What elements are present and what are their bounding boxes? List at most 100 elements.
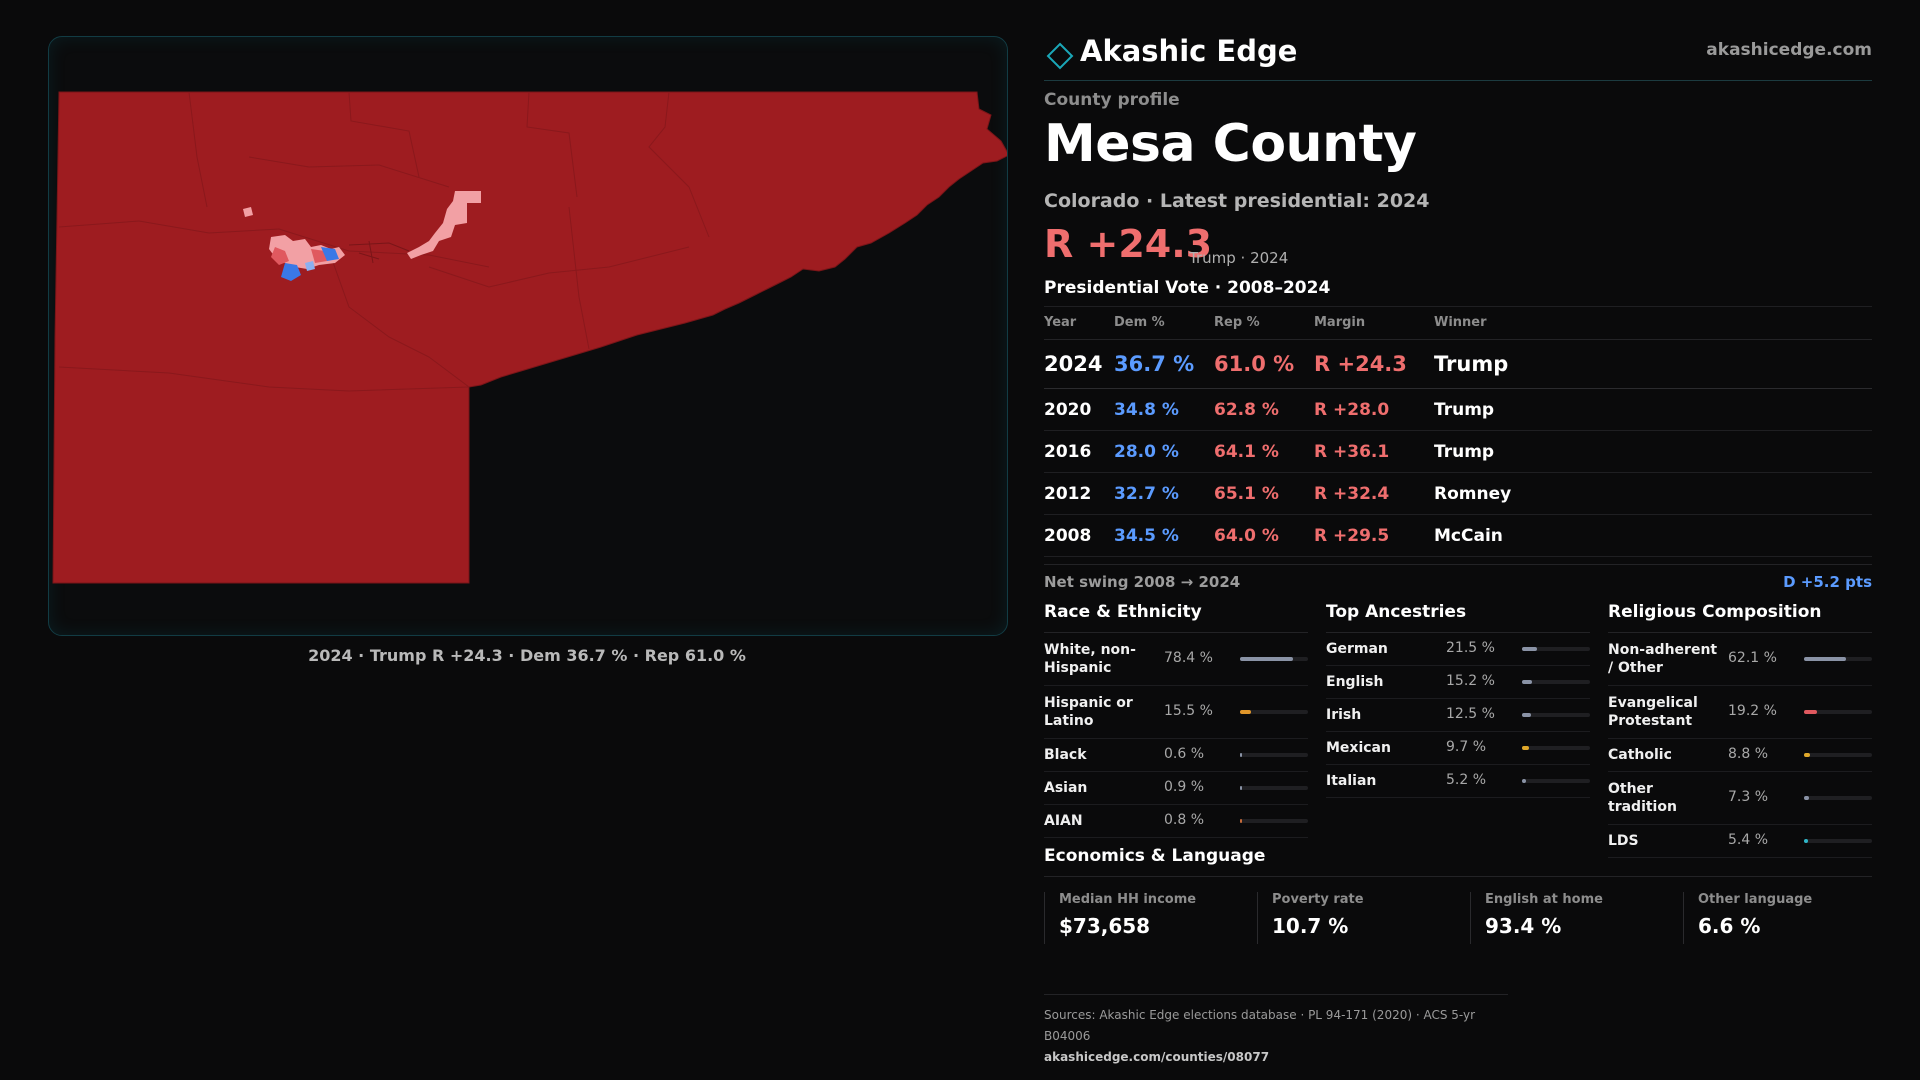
item-label: AIAN: [1044, 813, 1083, 829]
precinct-lines: [58, 91, 710, 392]
swing-label: Net swing 2008 → 2024: [1044, 573, 1241, 591]
item-value: 0.8 %: [1164, 812, 1205, 828]
row-rep: 64.1 %: [1214, 442, 1279, 462]
item-label: Mexican: [1326, 740, 1391, 756]
bar-track: [1804, 753, 1872, 757]
row-rep: 62.8 %: [1214, 400, 1279, 420]
bar-fill: [1240, 657, 1294, 661]
item-label: Catholic: [1608, 747, 1672, 763]
col-dem: Dem %: [1114, 315, 1165, 330]
row-winner: Trump: [1434, 442, 1495, 462]
row-margin: R +32.4: [1314, 484, 1390, 504]
row-margin: R +36.1: [1314, 442, 1390, 462]
religion-title: Religious Composition: [1608, 602, 1872, 633]
brand-name: Akashic Edge: [1080, 34, 1298, 68]
row-dem: 28.0 %: [1114, 442, 1179, 462]
econ-median-income: Median HH income $73,658: [1044, 892, 1245, 944]
row-dem: 34.5 %: [1114, 526, 1179, 546]
bar-fill: [1522, 779, 1526, 783]
economics-header: Economics & Language: [1044, 846, 1872, 877]
item-label: Other tradition: [1608, 781, 1677, 815]
row-dem: 34.8 %: [1114, 400, 1179, 420]
latest-margin-note: Trump · 2024: [1189, 249, 1289, 267]
item-label: Irish: [1326, 707, 1362, 723]
county-shape[interactable]: [52, 91, 1007, 584]
econ-poverty-rate: Poverty rate 10.7 %: [1257, 892, 1458, 944]
item-value: 19.2 %: [1728, 703, 1777, 719]
row-dem: 36.7 %: [1114, 352, 1195, 376]
row-winner: McCain: [1434, 526, 1503, 546]
col-rep: Rep %: [1214, 315, 1260, 330]
table-row: 2012 32.7 % 65.1 % R +32.4 Romney: [1044, 473, 1872, 515]
col-year: Year: [1044, 315, 1077, 330]
list-item: AIAN 0.8 %: [1044, 805, 1308, 838]
bar-fill: [1804, 839, 1808, 843]
item-label: English: [1326, 674, 1384, 690]
bar-track: [1240, 819, 1308, 823]
race-rows: White, non-Hispanic 78.4 % Hispanic or Lat…: [1044, 633, 1308, 838]
list-item: Italian 5.2 %: [1326, 765, 1590, 798]
item-label: German: [1326, 641, 1388, 657]
row-year: 2020: [1044, 400, 1092, 420]
row-year: 2012: [1044, 484, 1092, 504]
econ-english-at-home: English at home 93.4 %: [1470, 892, 1671, 944]
bar-fill: [1804, 796, 1809, 800]
list-item: Catholic 8.8 %: [1608, 739, 1872, 772]
religion-section: Religious Composition Non-adherent / Oth…: [1608, 602, 1872, 858]
item-label: Asian: [1044, 780, 1088, 796]
bar-fill: [1804, 657, 1847, 661]
vote-table: Year Dem % Rep % Margin Winner 2024 36.7…: [1044, 306, 1872, 557]
table-row: 2020 34.8 % 62.8 % R +28.0 Trump: [1044, 389, 1872, 431]
item-value: 15.2 %: [1446, 673, 1495, 689]
latest-margin: R +24.3: [1044, 222, 1213, 266]
list-item: German 21.5 %: [1326, 633, 1590, 666]
econ-value: $73,658: [1059, 914, 1151, 938]
item-label: Hispanic or Latino: [1044, 695, 1133, 729]
row-winner: Romney: [1434, 484, 1512, 504]
economics-title: Economics & Language: [1044, 846, 1266, 866]
list-item: Black 0.6 %: [1044, 739, 1308, 772]
econ-label: English at home: [1485, 892, 1603, 907]
econ-value: 6.6 %: [1698, 914, 1761, 938]
vote-section-title: Presidential Vote · 2008–2024: [1044, 278, 1331, 298]
item-label: Evangelical Protestant: [1608, 695, 1698, 729]
table-row: 2008 34.5 % 64.0 % R +29.5 McCain: [1044, 515, 1872, 557]
list-item: Irish 12.5 %: [1326, 699, 1590, 732]
list-item: Asian 0.9 %: [1044, 772, 1308, 805]
county-link[interactable]: akashicedge.com/counties/08077: [1044, 1050, 1270, 1064]
bar-fill: [1240, 710, 1251, 714]
county-map[interactable]: [49, 37, 1007, 635]
row-margin: R +24.3: [1314, 352, 1407, 376]
table-row: 2024 36.7 % 61.0 % R +24.3 Trump: [1044, 340, 1872, 389]
row-dem: 32.7 %: [1114, 484, 1179, 504]
bar-fill: [1522, 680, 1533, 684]
item-value: 0.9 %: [1164, 779, 1205, 795]
bar-track: [1804, 796, 1872, 800]
page-title: Mesa County: [1044, 114, 1417, 174]
swing-value: D +5.2 pts: [1783, 573, 1872, 591]
item-value: 8.8 %: [1728, 746, 1769, 762]
item-value: 21.5 %: [1446, 640, 1495, 656]
item-value: 15.5 %: [1164, 703, 1213, 719]
bar-track: [1522, 746, 1590, 750]
item-label: White, non-Hispanic: [1044, 642, 1136, 676]
item-value: 5.4 %: [1728, 832, 1769, 848]
list-item: Non-adherent / Other 62.1 %: [1608, 633, 1872, 686]
econ-label: Other language: [1698, 892, 1813, 907]
vote-table-header: Year Dem % Rep % Margin Winner: [1044, 307, 1872, 340]
econ-value: 10.7 %: [1272, 914, 1349, 938]
county-map-panel[interactable]: [48, 36, 1008, 636]
net-swing: Net swing 2008 → 2024 D +5.2 pts: [1044, 564, 1872, 591]
item-label: Italian: [1326, 773, 1377, 789]
list-item: Evangelical Protestant 19.2 %: [1608, 686, 1872, 739]
bar-fill: [1240, 786, 1242, 790]
table-row: 2016 28.0 % 64.1 % R +36.1 Trump: [1044, 431, 1872, 473]
col-winner: Winner: [1434, 315, 1487, 330]
brand-url[interactable]: akashicedge.com: [1706, 40, 1872, 60]
religion-rows: Non-adherent / Other 62.1 % Evangelical Pr…: [1608, 633, 1872, 858]
sources-text: Sources: Akashic Edge elections database…: [1044, 1008, 1476, 1043]
bar-track: [1522, 779, 1590, 783]
ancestry-rows: German 21.5 % English 15.2 % Irish 12.5 % Mexi…: [1326, 633, 1590, 798]
list-item: LDS 5.4 %: [1608, 825, 1872, 858]
list-item: English 15.2 %: [1326, 666, 1590, 699]
